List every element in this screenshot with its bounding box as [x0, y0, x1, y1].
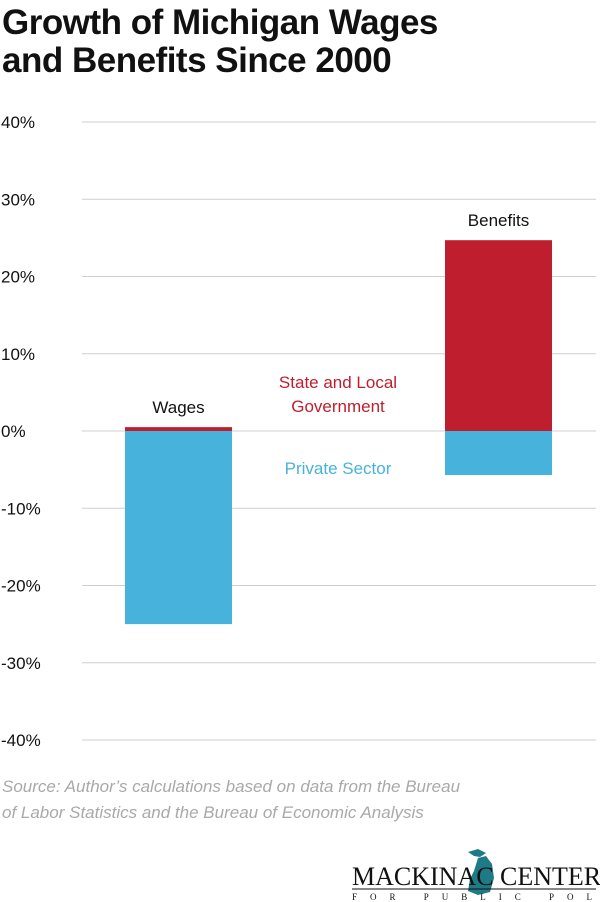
y-tick-label: 10%	[1, 345, 35, 364]
y-tick-label: 0%	[1, 422, 26, 441]
y-tick-label: -10%	[1, 499, 41, 518]
y-tick-label: -30%	[1, 654, 41, 673]
y-tick-label: 40%	[1, 113, 35, 132]
series-label-private: Private Sector	[285, 459, 392, 478]
y-tick-label: -40%	[1, 731, 41, 750]
source-line-1: Source: Author’s calculations based on d…	[2, 777, 461, 796]
y-tick-label: 30%	[1, 190, 35, 209]
bar-wages-private	[125, 431, 232, 625]
series-label-state-local: State and Local	[279, 373, 397, 392]
source-line-2: of Labor Statistics and the Bureau of Ec…	[2, 803, 424, 822]
source-note: Source: Author’s calculations based on d…	[2, 774, 460, 826]
bar-wages-state-local	[125, 427, 232, 431]
y-tick-label: -20%	[1, 577, 41, 596]
chart-title: Growth of Michigan Wages and Benefits Si…	[2, 4, 438, 80]
category-label: Benefits	[468, 211, 529, 230]
title-line-1: Growth of Michigan Wages	[2, 3, 438, 42]
series-label-state-local: Government	[291, 397, 385, 416]
title-line-2: and Benefits Since 2000	[2, 41, 392, 80]
bar-benefits-private	[445, 431, 552, 476]
bar-benefits-state-local	[445, 240, 552, 431]
category-label: Wages	[152, 398, 204, 417]
y-tick-label: 20%	[1, 268, 35, 287]
